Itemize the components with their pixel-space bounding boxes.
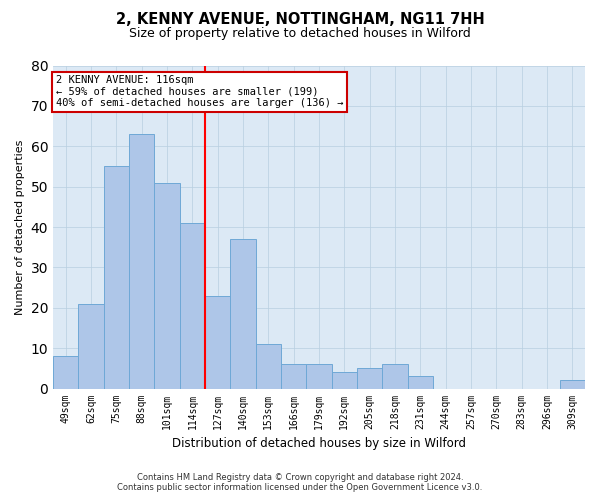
- Y-axis label: Number of detached properties: Number of detached properties: [15, 140, 25, 314]
- Bar: [154, 182, 179, 388]
- Bar: [79, 304, 104, 388]
- Bar: [53, 356, 79, 388]
- Bar: [407, 376, 433, 388]
- Bar: [332, 372, 357, 388]
- Bar: [281, 364, 307, 388]
- Text: 2, KENNY AVENUE, NOTTINGHAM, NG11 7HH: 2, KENNY AVENUE, NOTTINGHAM, NG11 7HH: [116, 12, 484, 28]
- X-axis label: Distribution of detached houses by size in Wilford: Distribution of detached houses by size …: [172, 437, 466, 450]
- Bar: [382, 364, 407, 388]
- Bar: [129, 134, 154, 388]
- Bar: [205, 296, 230, 388]
- Bar: [230, 239, 256, 388]
- Text: Size of property relative to detached houses in Wilford: Size of property relative to detached ho…: [129, 28, 471, 40]
- Bar: [179, 223, 205, 388]
- Bar: [307, 364, 332, 388]
- Bar: [560, 380, 585, 388]
- Text: Contains HM Land Registry data © Crown copyright and database right 2024.
Contai: Contains HM Land Registry data © Crown c…: [118, 473, 482, 492]
- Text: 2 KENNY AVENUE: 116sqm
← 59% of detached houses are smaller (199)
40% of semi-de: 2 KENNY AVENUE: 116sqm ← 59% of detached…: [56, 75, 343, 108]
- Bar: [256, 344, 281, 389]
- Bar: [104, 166, 129, 388]
- Bar: [357, 368, 382, 388]
